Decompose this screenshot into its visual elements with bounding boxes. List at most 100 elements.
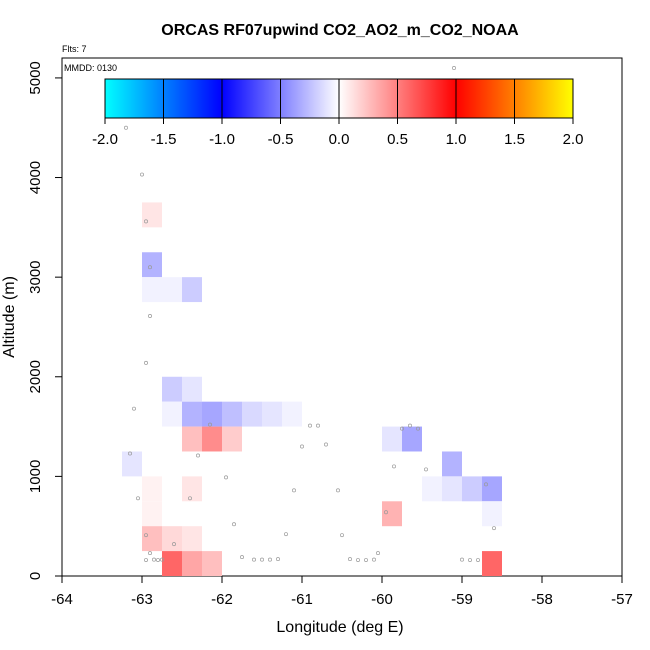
colorbar-tick-label: 2.0 bbox=[563, 131, 584, 148]
heatmap-cell bbox=[162, 401, 182, 427]
heatmap-cell bbox=[162, 376, 182, 402]
colorbar-tick-label: 0.0 bbox=[329, 131, 350, 148]
sample-point bbox=[392, 464, 396, 469]
x-tick-label: -62 bbox=[211, 591, 233, 608]
sample-point bbox=[460, 557, 464, 562]
sample-point bbox=[152, 557, 156, 562]
heatmap-cell bbox=[142, 476, 162, 502]
heatmap-cell bbox=[482, 501, 502, 527]
sample-point bbox=[188, 496, 192, 501]
sample-point bbox=[172, 542, 176, 547]
sample-point bbox=[136, 496, 140, 501]
sample-point bbox=[324, 442, 328, 447]
sample-point bbox=[128, 451, 132, 456]
sample-point bbox=[384, 510, 388, 515]
sample-point bbox=[208, 422, 212, 427]
colorbar-tick-label: -1.5 bbox=[151, 131, 177, 148]
colorbar-bands bbox=[163, 79, 515, 118]
sample-point bbox=[336, 488, 340, 493]
heatmap-cell bbox=[202, 426, 222, 452]
sample-point bbox=[156, 558, 160, 563]
sample-point bbox=[132, 406, 136, 411]
x-tick-label: -59 bbox=[451, 591, 473, 608]
y-axis: 0 1000 2000 3000 4000 5000 bbox=[27, 61, 62, 580]
sample-point bbox=[232, 522, 236, 527]
x-axis: -64 -63 -62 -61 -60 -59 -58 -57 bbox=[51, 576, 633, 608]
flights-note: Flts: 7 bbox=[62, 44, 87, 54]
heatmap-cell bbox=[482, 551, 502, 576]
sample-points bbox=[124, 66, 496, 563]
x-tick-label: -64 bbox=[51, 591, 73, 608]
sample-point bbox=[284, 532, 288, 537]
heatmap-cell bbox=[382, 426, 402, 452]
sample-point bbox=[144, 219, 148, 224]
sample-point bbox=[252, 557, 256, 562]
sample-point bbox=[424, 467, 428, 472]
colorbar: -2.0 -1.5 -1.0 -0.5 0.0 0.5 1.0 1.5 2.0 bbox=[92, 78, 583, 148]
heatmap-cell bbox=[222, 426, 242, 452]
sample-point bbox=[476, 558, 480, 563]
heatmap-cell bbox=[142, 277, 162, 303]
x-tick-label: -60 bbox=[371, 591, 393, 608]
y-tick-label: 0 bbox=[27, 572, 44, 580]
sample-point bbox=[144, 558, 148, 563]
y-tick-label: 3000 bbox=[27, 260, 44, 293]
chart-title: ORCAS RF07upwind CO2_AO2_m_CO2_NOAA bbox=[161, 22, 519, 39]
sample-point bbox=[316, 423, 320, 428]
heatmap-cell bbox=[182, 551, 202, 576]
heatmap-cell bbox=[142, 501, 162, 527]
heatmap-cell bbox=[182, 401, 202, 427]
sample-point bbox=[276, 557, 280, 562]
sample-point bbox=[140, 172, 144, 177]
colorbar-tick-label: 0.5 bbox=[387, 131, 408, 148]
y-tick-label: 4000 bbox=[27, 161, 44, 194]
sample-point bbox=[240, 555, 244, 560]
heatmap-cell bbox=[402, 426, 422, 452]
sample-point bbox=[224, 475, 228, 480]
heatmap-cell bbox=[182, 376, 202, 402]
sample-point bbox=[416, 426, 420, 431]
sample-point bbox=[148, 314, 152, 318]
heatmap-cell bbox=[162, 551, 182, 576]
sample-point bbox=[308, 423, 312, 428]
heatmap-cell bbox=[442, 476, 462, 502]
heatmap-cell bbox=[462, 476, 482, 502]
heatmap-cell bbox=[162, 526, 182, 552]
heatmap-cell bbox=[422, 476, 442, 502]
sample-point bbox=[340, 533, 344, 538]
sample-point bbox=[348, 557, 352, 562]
heatmap-cell bbox=[142, 202, 162, 228]
heatmap-cell bbox=[202, 551, 222, 576]
x-tick-label: -63 bbox=[131, 591, 153, 608]
sample-point bbox=[364, 558, 368, 563]
heatmap-cell bbox=[182, 476, 202, 502]
heatmap-cell bbox=[182, 526, 202, 552]
colorbar-tick-label: 1.5 bbox=[504, 131, 525, 148]
colorbar-tick-label: -2.0 bbox=[92, 131, 118, 148]
heatmap-cell bbox=[222, 401, 242, 427]
heatmap-cell bbox=[262, 401, 282, 427]
sample-point bbox=[144, 360, 148, 365]
heatmap-cells bbox=[122, 202, 502, 576]
y-axis-label: Altitude (m) bbox=[1, 276, 18, 358]
sample-point bbox=[300, 444, 304, 449]
sample-point bbox=[268, 557, 272, 562]
x-tick-label: -58 bbox=[531, 591, 553, 608]
heatmap-cell bbox=[382, 501, 402, 527]
date-note: MMDD: 0130 bbox=[64, 63, 117, 73]
x-tick-label: -57 bbox=[611, 591, 633, 608]
heatmap-cell bbox=[142, 252, 162, 278]
sample-point bbox=[400, 426, 404, 431]
sample-point bbox=[292, 488, 296, 493]
heatmap-cell bbox=[482, 476, 502, 502]
heatmap-cell bbox=[162, 277, 182, 303]
heatmap-cell bbox=[242, 401, 262, 427]
sample-point bbox=[468, 558, 472, 563]
sample-point bbox=[484, 482, 488, 487]
heatmap-cell bbox=[122, 451, 142, 477]
sample-point bbox=[376, 551, 380, 556]
heatmap-cell bbox=[442, 451, 462, 477]
colorbar-ticks: -2.0 -1.5 -1.0 -0.5 0.0 0.5 1.0 1.5 2.0 bbox=[92, 118, 583, 148]
y-tick-label: 1000 bbox=[27, 460, 44, 493]
sample-point bbox=[372, 557, 376, 562]
